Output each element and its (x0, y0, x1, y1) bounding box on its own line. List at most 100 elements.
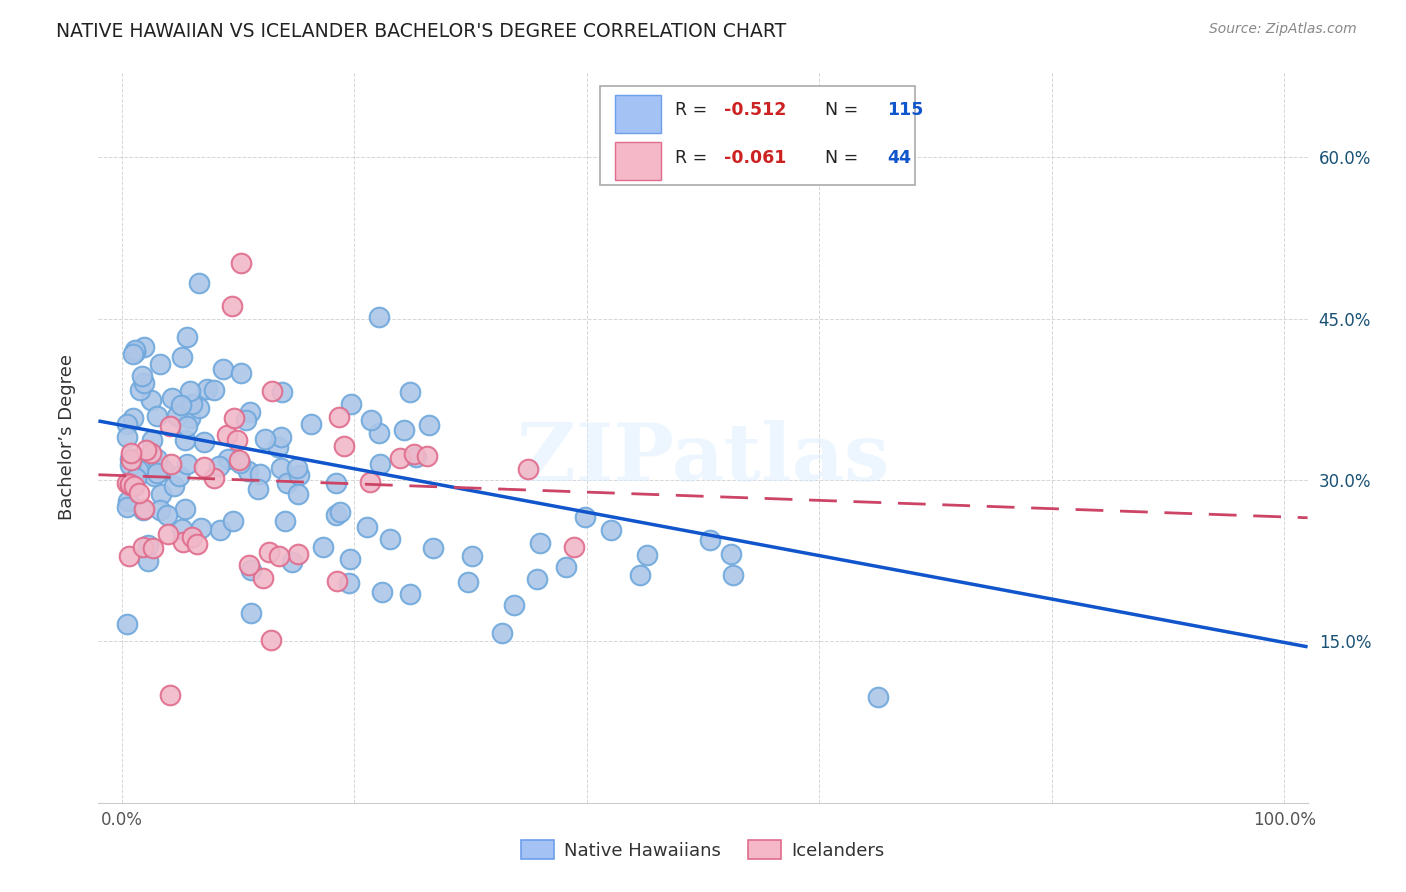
Point (231, 256, 253, 270)
Point (160, 457, 183, 471)
Point (149, 357, 172, 371)
Point (260, 384, 283, 399)
Point (229, 456, 252, 470)
Point (149, 487, 172, 501)
Point (270, 430, 292, 444)
Point (636, 548, 658, 562)
Point (121, 452, 143, 467)
Point (152, 462, 174, 476)
Text: 115: 115 (887, 102, 924, 120)
Point (120, 478, 142, 492)
Point (159, 419, 181, 434)
Point (180, 396, 202, 410)
Point (163, 479, 186, 493)
Point (146, 466, 169, 480)
Point (187, 276, 209, 290)
Point (167, 469, 190, 483)
Point (225, 434, 247, 448)
Point (117, 617, 139, 632)
Point (131, 369, 153, 384)
Point (312, 540, 335, 554)
Point (235, 413, 257, 427)
Point (122, 346, 145, 360)
Point (267, 440, 290, 454)
Point (179, 384, 201, 399)
Point (269, 549, 291, 564)
Point (118, 458, 141, 473)
Point (628, 568, 651, 582)
Point (170, 398, 193, 412)
Point (117, 417, 139, 432)
Point (299, 417, 322, 432)
Point (599, 523, 621, 537)
Point (249, 467, 271, 482)
Point (287, 467, 309, 482)
Point (252, 571, 274, 585)
Point (124, 345, 146, 359)
Point (270, 461, 292, 475)
Point (418, 417, 440, 432)
Point (340, 397, 363, 411)
Point (174, 434, 197, 448)
Bar (614, 142, 661, 180)
Bar (600, 86, 915, 185)
Point (174, 501, 197, 516)
Point (132, 376, 155, 391)
Text: NATIVE HAWAIIAN VS ICELANDER BACHELOR'S DEGREE CORRELATION CHART: NATIVE HAWAIIAN VS ICELANDER BACHELOR'S … (56, 22, 786, 41)
Point (132, 540, 155, 554)
Text: R =: R = (675, 102, 713, 120)
Point (238, 558, 260, 573)
Point (157, 527, 180, 541)
Point (193, 460, 215, 475)
Point (517, 462, 540, 476)
Point (117, 500, 139, 514)
Point (699, 533, 721, 547)
Point (149, 503, 172, 517)
Point (141, 460, 163, 475)
Point (121, 446, 143, 460)
Point (333, 439, 356, 453)
Point (127, 462, 149, 476)
Point (281, 555, 304, 569)
Point (416, 449, 439, 463)
Point (142, 541, 165, 556)
Point (128, 485, 150, 500)
Point (117, 430, 139, 444)
Text: R =: R = (675, 149, 713, 167)
Point (337, 575, 360, 590)
Point (181, 530, 204, 544)
Point (562, 541, 585, 555)
Point (170, 350, 193, 364)
Point (141, 392, 163, 407)
Point (134, 340, 156, 354)
Point (117, 475, 139, 490)
Point (405, 450, 427, 465)
Point (135, 442, 157, 457)
Point (240, 606, 263, 620)
Text: -0.061: -0.061 (724, 149, 786, 167)
Point (326, 574, 349, 589)
Point (166, 409, 188, 424)
Point (368, 457, 391, 471)
Point (276, 476, 298, 491)
Point (209, 523, 232, 537)
Point (132, 503, 155, 517)
Point (257, 545, 280, 559)
Point (239, 404, 262, 418)
Text: N =: N = (814, 102, 865, 120)
Point (866, 690, 889, 705)
Point (356, 520, 378, 534)
Point (239, 563, 262, 577)
Point (328, 410, 350, 425)
Point (159, 688, 181, 702)
Point (141, 433, 163, 447)
Point (398, 587, 420, 601)
Point (526, 572, 548, 586)
Point (574, 509, 596, 524)
Point (136, 554, 159, 568)
Text: ZIPatlas: ZIPatlas (517, 420, 889, 498)
Point (236, 464, 259, 478)
Text: 44: 44 (887, 149, 911, 167)
Point (176, 419, 198, 434)
Point (121, 452, 143, 467)
